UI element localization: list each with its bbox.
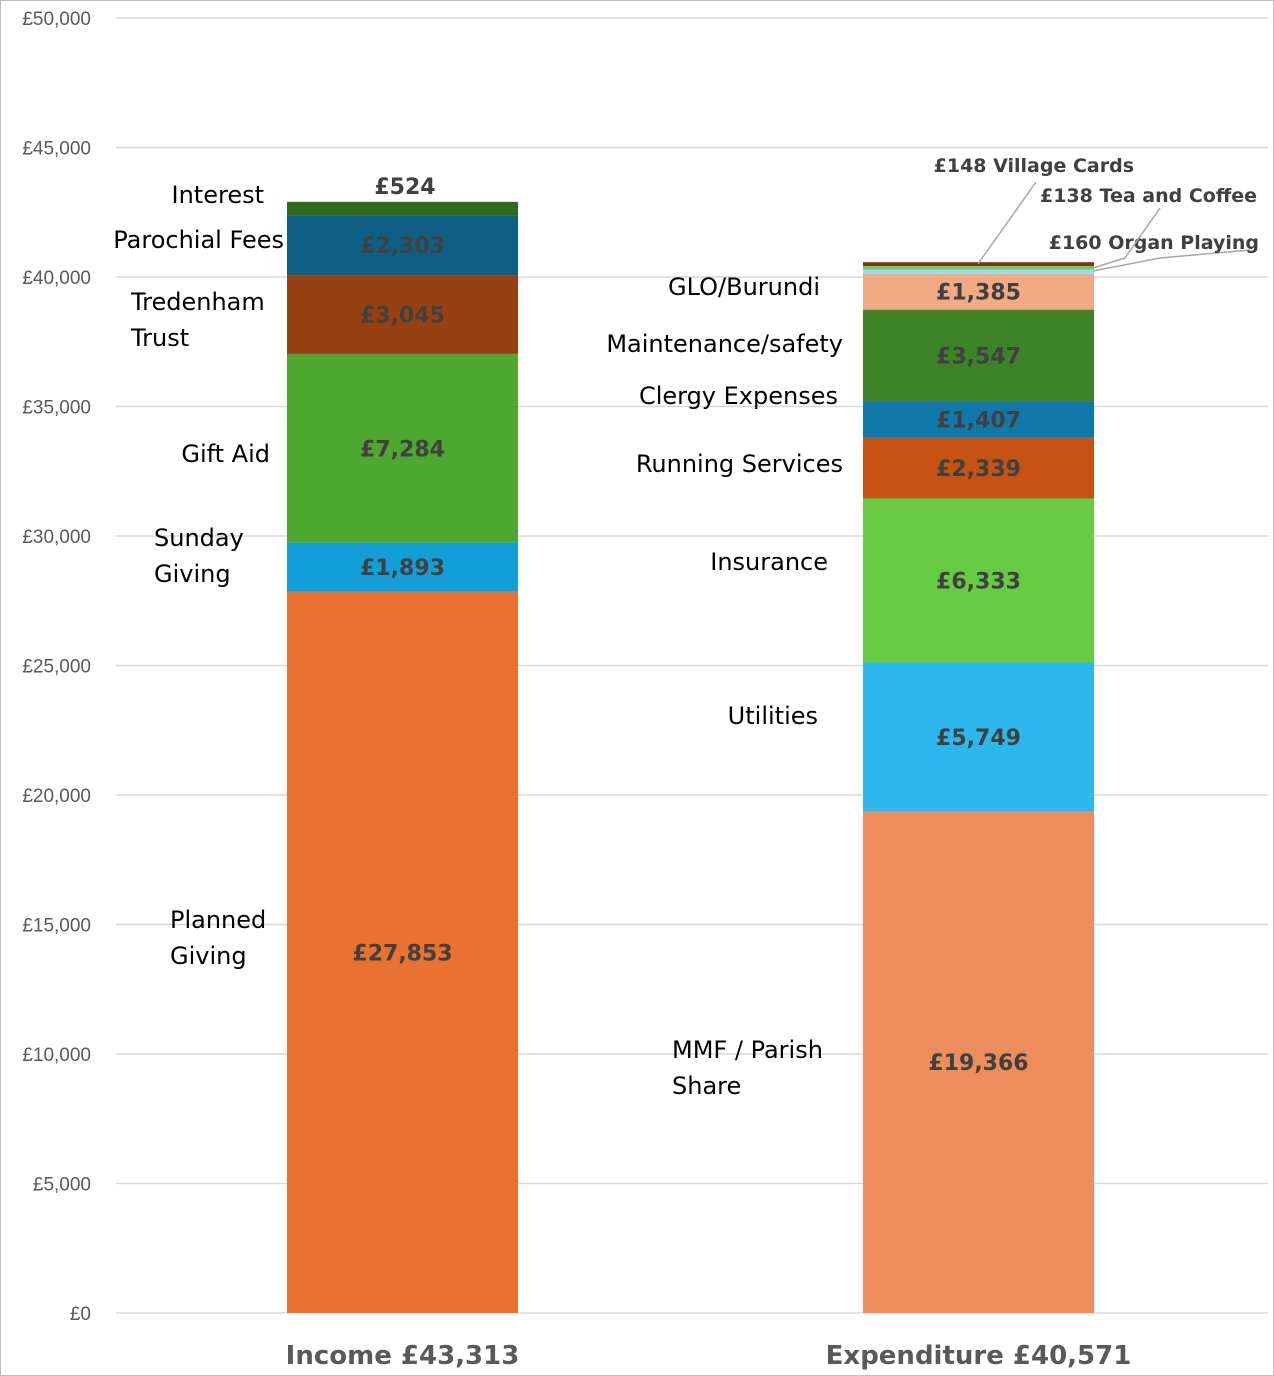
segment-name-label: GLO/Burundi bbox=[668, 273, 820, 301]
segment-name-label: Maintenance/safety bbox=[606, 330, 843, 358]
data-label: £5,749 bbox=[936, 726, 1021, 751]
segment-name-line: Trust bbox=[130, 324, 189, 352]
data-label: £2,303 bbox=[360, 234, 445, 259]
y-tick-label: £20,000 bbox=[22, 786, 91, 807]
bar-segment-gift-aid bbox=[287, 353, 518, 543]
segment-name-line: Share bbox=[672, 1072, 741, 1100]
segment-name-line: GLO/Burundi bbox=[668, 273, 820, 301]
y-tick-label: £25,000 bbox=[22, 657, 91, 678]
y-tick-label: £5,000 bbox=[33, 1175, 91, 1196]
segment-name-line: Giving bbox=[154, 560, 231, 588]
data-label: £1,893 bbox=[360, 556, 445, 581]
segment-name-line: Parochial Fees bbox=[113, 226, 284, 254]
bar-segment-interest bbox=[287, 201, 518, 216]
bar-segment-maintenance-safety bbox=[863, 309, 1094, 402]
segment-name-line: Planned bbox=[170, 906, 266, 934]
y-tick-label: £15,000 bbox=[22, 916, 91, 937]
segment-name-label: Parochial Fees bbox=[113, 226, 284, 254]
leader-line bbox=[1092, 249, 1251, 272]
bar-segment-utilities bbox=[863, 662, 1094, 812]
bar-segment-planned-giving bbox=[287, 591, 518, 1313]
segment-name-label: Sunday Giving bbox=[154, 524, 244, 588]
data-label: £6,333 bbox=[936, 570, 1021, 595]
bar-segment-tea-and-coffee bbox=[863, 266, 1094, 270]
segment-name-label: Running Services bbox=[636, 450, 843, 478]
segment-name-line: Insurance bbox=[710, 548, 828, 576]
data-label: £148 Village Cards bbox=[934, 155, 1134, 177]
data-label: £3,547 bbox=[936, 345, 1021, 370]
segment-name-label: Interest bbox=[172, 181, 264, 209]
bar-segment-parochial-fees bbox=[287, 215, 518, 276]
bar-segment-glo-burundi bbox=[863, 273, 1094, 310]
data-label: £1,385 bbox=[936, 281, 1021, 306]
y-tick-label: £35,000 bbox=[22, 398, 91, 419]
data-label: £3,045 bbox=[360, 303, 445, 328]
bar-segment-tredenham-trust bbox=[287, 275, 518, 354]
segment-name-label: Planned Giving bbox=[170, 906, 266, 970]
segment-name-label: Clergy Expenses bbox=[639, 382, 838, 410]
segment-name-label: Insurance bbox=[710, 548, 828, 576]
leader-line bbox=[1092, 207, 1161, 269]
y-tick-label: £10,000 bbox=[22, 1045, 91, 1066]
data-label: £7,284 bbox=[360, 437, 445, 462]
y-tick-label: £40,000 bbox=[22, 268, 91, 289]
bar-segment-running-services bbox=[863, 437, 1094, 499]
data-label: £138 Tea and Coffee bbox=[1040, 185, 1257, 207]
segment-name-label: Gift Aid bbox=[181, 440, 270, 468]
data-label: £524 bbox=[374, 175, 435, 200]
category-label: Expenditure £40,571 bbox=[826, 1341, 1132, 1371]
data-label: £27,853 bbox=[352, 941, 452, 966]
segment-name-label: Utilities bbox=[728, 702, 818, 730]
bar-segment-mmf-parish-share bbox=[863, 811, 1094, 1313]
bar-segment-organ-playing bbox=[863, 269, 1094, 274]
segment-name-label: Tredenham Trust bbox=[130, 288, 265, 352]
segment-name-line: Running Services bbox=[636, 450, 843, 478]
segment-name-line: MMF / Parish bbox=[672, 1036, 823, 1064]
y-tick-label: £0 bbox=[70, 1304, 91, 1325]
bar-segment-sunday-giving bbox=[287, 542, 518, 592]
data-label: £2,339 bbox=[936, 457, 1021, 482]
segment-name-line: Sunday bbox=[154, 524, 244, 552]
segment-name-line: Giving bbox=[170, 942, 247, 970]
bar-segment-clergy-expenses bbox=[863, 401, 1094, 438]
segment-name-line: Utilities bbox=[728, 702, 818, 730]
y-tick-label: £50,000 bbox=[22, 9, 91, 30]
segment-name-label: MMF / Parish Share bbox=[672, 1036, 823, 1100]
y-tick-label: £30,000 bbox=[22, 527, 91, 548]
bar-segment-insurance bbox=[863, 498, 1094, 663]
category-label: Income £43,313 bbox=[286, 1341, 520, 1371]
segment-name-line: Gift Aid bbox=[181, 440, 270, 468]
data-label: £160 Organ Playing bbox=[1049, 232, 1259, 254]
leader-line bbox=[977, 181, 1037, 265]
segment-name-line: Clergy Expenses bbox=[639, 382, 838, 410]
y-tick-label: £45,000 bbox=[22, 139, 91, 160]
segment-name-line: Maintenance/safety bbox=[606, 330, 843, 358]
data-label: £19,366 bbox=[928, 1051, 1028, 1076]
data-label: £1,407 bbox=[936, 409, 1021, 434]
segment-name-line: Interest bbox=[172, 181, 264, 209]
segment-name-line: Tredenham bbox=[130, 288, 265, 316]
